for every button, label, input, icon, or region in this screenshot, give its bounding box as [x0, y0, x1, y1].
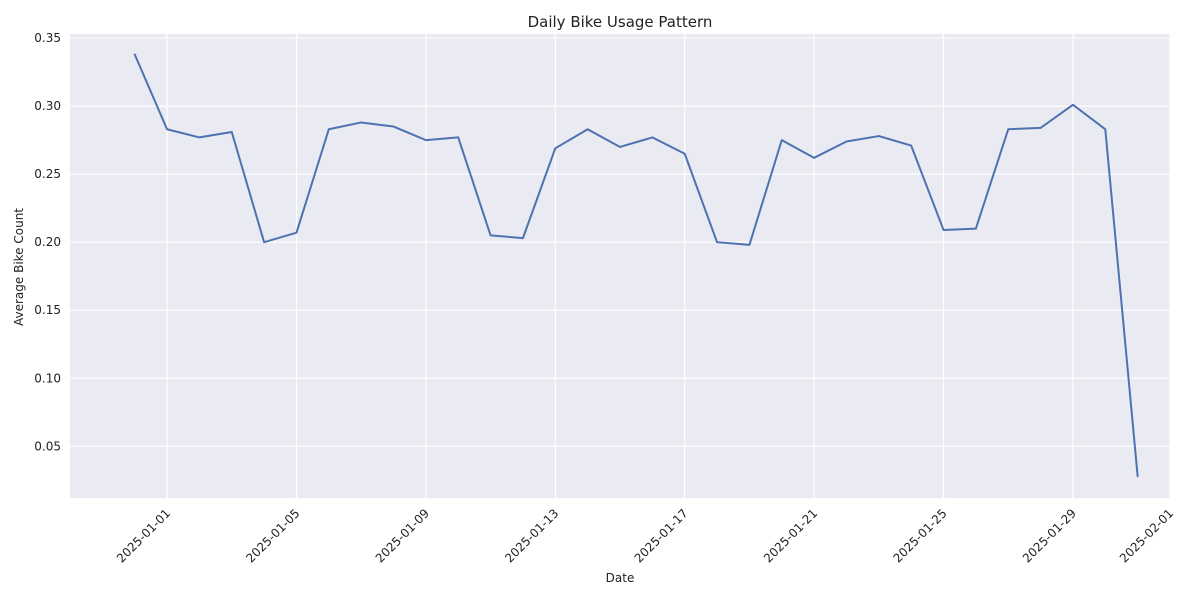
y-tick-label: 0.05 [34, 439, 61, 453]
x-axis-label: Date [606, 571, 635, 585]
y-tick-labels: 0.05 0.10 0.15 0.20 0.25 0.30 0.35 [34, 31, 61, 453]
plot-background [70, 34, 1170, 498]
x-tick-label: 2025-01-01 [114, 506, 173, 565]
y-tick-label: 0.15 [34, 303, 61, 317]
y-axis-label: Average Bike Count [12, 208, 26, 326]
y-tick-label: 0.10 [34, 371, 61, 385]
y-tick-label: 0.25 [34, 167, 61, 181]
y-tick-label: 0.30 [34, 99, 61, 113]
chart-title: Daily Bike Usage Pattern [528, 13, 713, 31]
series-layer [133, 53, 1139, 478]
x-tick-labels: 2025-01-01 2025-01-05 2025-01-09 2025-01-13… [114, 506, 1176, 565]
x-tick-label: 2025-01-09 [373, 506, 432, 565]
x-tick-label: 2025-01-13 [502, 506, 561, 565]
x-tick-label: 2025-01-05 [243, 506, 302, 565]
x-tick-label: 2025-02-01 [1117, 506, 1176, 565]
x-tick-label: 2025-01-29 [1020, 506, 1079, 565]
x-tick-label: 2025-01-25 [890, 506, 949, 565]
x-tick-label: 2025-01-21 [761, 506, 820, 565]
y-tick-label: 0.35 [34, 31, 61, 45]
y-tick-label: 0.20 [34, 235, 61, 249]
series-line [133, 53, 1139, 478]
grid-lines [70, 34, 1171, 498]
x-tick-label: 2025-01-17 [632, 506, 691, 565]
